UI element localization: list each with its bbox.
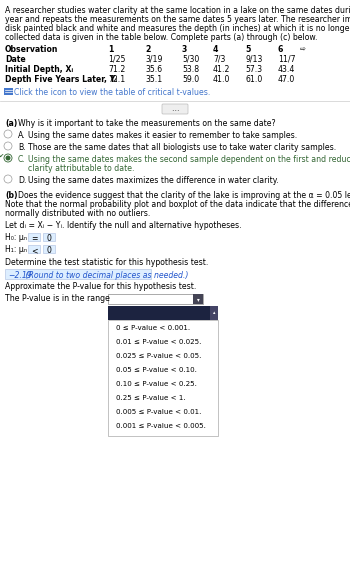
Text: 7/3: 7/3 bbox=[213, 55, 225, 64]
Text: 5: 5 bbox=[245, 45, 250, 54]
Text: 6: 6 bbox=[278, 45, 284, 54]
Text: Let dᵢ = Xᵢ − Yᵢ. Identify the null and alternative hypotheses.: Let dᵢ = Xᵢ − Yᵢ. Identify the null and … bbox=[5, 221, 241, 230]
Text: Using the same dates maximizes the difference in water clarity.: Using the same dates maximizes the diffe… bbox=[28, 176, 279, 185]
Text: Click the icon to view the table of critical t-values.: Click the icon to view the table of crit… bbox=[14, 88, 210, 97]
Text: Determine the test statistic for this hypothesis test.: Determine the test statistic for this hy… bbox=[5, 258, 208, 267]
Text: −2.19: −2.19 bbox=[8, 270, 32, 279]
Text: Those are the same dates that all biologists use to take water clarity samples.: Those are the same dates that all biolog… bbox=[28, 143, 336, 152]
Text: C.: C. bbox=[18, 155, 26, 164]
Text: year and repeats the measurements on the same dates 5 years later. The researche: year and repeats the measurements on the… bbox=[5, 15, 350, 24]
FancyBboxPatch shape bbox=[28, 245, 40, 253]
FancyBboxPatch shape bbox=[43, 233, 55, 242]
Text: 5/30: 5/30 bbox=[182, 55, 199, 64]
Text: 2: 2 bbox=[145, 45, 150, 54]
FancyBboxPatch shape bbox=[108, 294, 203, 304]
Text: Date: Date bbox=[5, 55, 26, 64]
Text: Depth Five Years Later, Yᵢ: Depth Five Years Later, Yᵢ bbox=[5, 75, 117, 84]
Text: H₀: μₙ: H₀: μₙ bbox=[5, 233, 27, 242]
Text: 0: 0 bbox=[47, 234, 51, 243]
Text: 0 ≤ P-value < 0.001.: 0 ≤ P-value < 0.001. bbox=[116, 325, 190, 331]
FancyBboxPatch shape bbox=[43, 245, 55, 253]
Text: ⋯: ⋯ bbox=[171, 106, 179, 115]
Text: H₁: μₙ: H₁: μₙ bbox=[5, 245, 27, 254]
Text: 41.2: 41.2 bbox=[213, 65, 230, 74]
Text: 35.1: 35.1 bbox=[145, 75, 162, 84]
Bar bbox=[108, 306, 218, 320]
Text: 9/13: 9/13 bbox=[245, 55, 262, 64]
Text: =: = bbox=[31, 234, 37, 243]
Text: disk painted black and white and measures the depth (in inches) at which it is n: disk painted black and white and measure… bbox=[5, 24, 350, 33]
Text: 0.005 ≤ P-value < 0.01.: 0.005 ≤ P-value < 0.01. bbox=[116, 409, 201, 415]
Text: 0.10 ≤ P-value < 0.25.: 0.10 ≤ P-value < 0.25. bbox=[116, 381, 197, 387]
Text: ▾: ▾ bbox=[197, 297, 199, 302]
Text: (Round to two decimal places as needed.): (Round to two decimal places as needed.) bbox=[23, 270, 188, 279]
Text: 0.05 ≤ P-value < 0.10.: 0.05 ≤ P-value < 0.10. bbox=[116, 367, 197, 373]
Text: Using the same dates makes the second sample dependent on the first and reduces : Using the same dates makes the second sa… bbox=[28, 155, 350, 164]
Text: (a): (a) bbox=[5, 119, 17, 128]
Text: 11/7: 11/7 bbox=[278, 55, 295, 64]
Text: Why is it important to take the measurements on the same date?: Why is it important to take the measurem… bbox=[18, 119, 276, 128]
Text: 0: 0 bbox=[47, 246, 51, 255]
Text: The P-value is in the range: The P-value is in the range bbox=[5, 294, 110, 303]
Text: 59.0: 59.0 bbox=[182, 75, 199, 84]
Text: 1: 1 bbox=[108, 45, 113, 54]
FancyBboxPatch shape bbox=[28, 233, 40, 242]
Text: 0.01 ≤ P-value < 0.025.: 0.01 ≤ P-value < 0.025. bbox=[116, 339, 201, 345]
Bar bbox=[210, 306, 218, 320]
Text: 0.025 ≤ P-value < 0.05.: 0.025 ≤ P-value < 0.05. bbox=[116, 353, 201, 359]
Text: (b): (b) bbox=[5, 191, 18, 200]
Text: 61.0: 61.0 bbox=[245, 75, 262, 84]
Text: 53.8: 53.8 bbox=[182, 65, 199, 74]
Text: 0.001 ≤ P-value < 0.005.: 0.001 ≤ P-value < 0.005. bbox=[116, 423, 206, 429]
Text: 57.3: 57.3 bbox=[245, 65, 262, 74]
Text: clarity attributable to date.: clarity attributable to date. bbox=[28, 164, 134, 173]
Text: 47.0: 47.0 bbox=[278, 75, 295, 84]
Text: ▴: ▴ bbox=[213, 310, 215, 315]
Text: 71.2: 71.2 bbox=[108, 65, 125, 74]
Text: ✔: ✔ bbox=[0, 154, 4, 159]
Text: normally distributed with no outliers.: normally distributed with no outliers. bbox=[5, 209, 150, 218]
Text: 72.1: 72.1 bbox=[108, 75, 125, 84]
Text: Approximate the P-value for this hypothesis test.: Approximate the P-value for this hypothe… bbox=[5, 282, 196, 291]
Text: Does the evidence suggest that the clarity of the lake is improving at the α = 0: Does the evidence suggest that the clari… bbox=[18, 191, 350, 200]
FancyBboxPatch shape bbox=[162, 104, 188, 114]
Text: 3/19: 3/19 bbox=[145, 55, 162, 64]
Text: 35.6: 35.6 bbox=[145, 65, 162, 74]
FancyBboxPatch shape bbox=[108, 320, 218, 436]
Text: 43.4: 43.4 bbox=[278, 65, 295, 74]
Text: 0.25 ≤ P-value < 1.: 0.25 ≤ P-value < 1. bbox=[116, 395, 186, 401]
Text: A researcher studies water clarity at the same location in a lake on the same da: A researcher studies water clarity at th… bbox=[5, 6, 350, 15]
Text: Initial Depth, Xᵢ: Initial Depth, Xᵢ bbox=[5, 65, 73, 74]
Text: 41.0: 41.0 bbox=[213, 75, 230, 84]
Text: 1/25: 1/25 bbox=[108, 55, 125, 64]
Text: ⇨: ⇨ bbox=[300, 45, 306, 51]
Bar bbox=[4, 88, 13, 95]
Circle shape bbox=[6, 155, 10, 160]
Text: Observation: Observation bbox=[5, 45, 58, 54]
FancyBboxPatch shape bbox=[5, 269, 150, 279]
Text: Note that the normal probability plot and boxplot of the data indicate that the : Note that the normal probability plot an… bbox=[5, 200, 350, 209]
Text: collected data is given in the table below. Complete parts (a) through (c) below: collected data is given in the table bel… bbox=[5, 33, 317, 42]
Text: 3: 3 bbox=[182, 45, 187, 54]
Text: <: < bbox=[31, 246, 37, 255]
Text: A.: A. bbox=[18, 131, 26, 140]
Text: Using the same dates makes it easier to remember to take samples.: Using the same dates makes it easier to … bbox=[28, 131, 297, 140]
Text: 4: 4 bbox=[213, 45, 218, 54]
Text: B.: B. bbox=[18, 143, 26, 152]
Text: D.: D. bbox=[18, 176, 27, 185]
Bar bbox=[193, 294, 203, 304]
